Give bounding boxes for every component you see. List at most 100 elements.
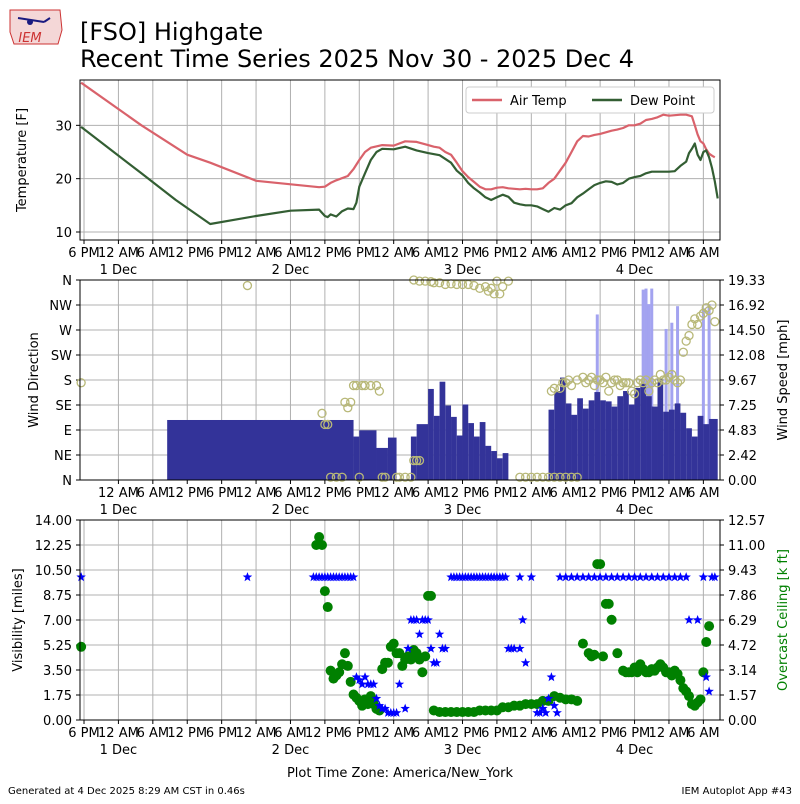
wind-direction-point <box>618 378 628 388</box>
wind-direction-point <box>374 386 385 396</box>
wind-direction-point <box>555 472 565 482</box>
ceiling-point <box>606 614 617 625</box>
wind-direction-point <box>678 347 688 357</box>
wind-direction-point <box>337 472 347 482</box>
wind-direction-point <box>366 380 376 391</box>
visibility-point <box>555 572 565 582</box>
wind-gust-bar <box>664 328 668 480</box>
wind-direction-point <box>698 308 709 318</box>
visibility-point <box>629 572 640 582</box>
x-tick-label: 6 AM <box>687 726 720 741</box>
wind-direction-point <box>498 282 508 292</box>
x-tick-label: 6 AM <box>137 726 170 741</box>
wind-direction-point <box>414 455 425 466</box>
wind-direction-tick-label: SW <box>51 349 72 364</box>
wind-direction-point <box>684 330 694 341</box>
x-date-label: 4 Dec <box>616 263 654 278</box>
ceiling-point <box>339 648 350 659</box>
x-tick-label: 12 AM <box>98 486 139 501</box>
wind-direction-point <box>489 289 499 299</box>
visibility-point <box>76 572 86 582</box>
visibility-point <box>578 572 588 582</box>
wind-speed-tick-label: 14.50 <box>728 324 765 339</box>
visibility-point <box>635 572 645 582</box>
ceiling-tick-label: 7.86 <box>728 589 757 604</box>
y-axis-label-right: Overcast Ceiling [k ft] <box>776 549 791 691</box>
visibility-tick-label: 5.25 <box>43 639 72 654</box>
visibility-point <box>371 693 382 703</box>
wind-direction-point <box>581 378 591 388</box>
x-tick-label: 12 AM <box>511 486 552 501</box>
x-tick-label: 12 PM <box>580 246 620 261</box>
wind-speed-bar <box>617 396 624 480</box>
wind-speed-bar <box>628 404 635 480</box>
ceiling-point <box>612 648 623 659</box>
x-date-label: 3 Dec <box>444 263 482 278</box>
wind-direction-point <box>629 389 640 399</box>
ceiling-point <box>598 651 609 662</box>
x-tick-label: 6 PM <box>619 726 650 741</box>
x-date-label: 3 Dec <box>444 743 482 758</box>
wind-speed-bar <box>611 406 618 480</box>
wind-direction-point <box>76 378 86 388</box>
wind-speed-bar <box>697 415 704 480</box>
x-tick-label: 6 AM <box>687 486 720 501</box>
y-tick-label: 20 <box>55 173 72 188</box>
wind-direction-point <box>469 280 479 291</box>
wind-direction-point <box>695 311 706 321</box>
x-tick-label: 6 AM <box>274 486 307 501</box>
wind-direction-point <box>414 276 425 286</box>
wind-direction-point <box>515 472 525 482</box>
wind-direction-point <box>558 378 568 388</box>
wind-direction-point <box>400 472 410 482</box>
wind-direction-point <box>609 375 620 385</box>
wind-speed-bar <box>376 447 388 480</box>
wind-direction-point <box>595 375 605 385</box>
wind-direction-point <box>346 397 356 407</box>
visibility-point <box>566 572 577 582</box>
wind-direction-point <box>566 472 577 482</box>
wind-direction-point <box>615 380 625 391</box>
legend-label-dew-point: Dew Point <box>630 94 695 109</box>
visibility-point <box>652 572 663 582</box>
wind-direction-point <box>520 472 531 482</box>
visibility-point <box>518 615 528 624</box>
visibility-point <box>704 686 714 696</box>
ceiling-point <box>394 648 405 659</box>
wind-speed-bar <box>709 418 718 480</box>
x-tick-label: 12 AM <box>373 246 414 261</box>
wind-direction-tick-label: S <box>64 374 72 389</box>
wind-direction-point <box>621 378 631 388</box>
wind-direction-tick-label: NW <box>49 299 72 314</box>
wind-speed-bar <box>554 391 560 480</box>
wind-direction-point <box>561 472 571 482</box>
wind-speed-bar <box>456 435 463 480</box>
visibility-point <box>394 679 405 689</box>
visibility-point <box>423 615 433 624</box>
wind-speed-tick-label: 12.08 <box>728 349 765 364</box>
x-tick-label: 12 AM <box>373 486 414 501</box>
x-tick-label: 6 AM <box>412 726 445 741</box>
wind-panel: N 0.00 NE 2.42 E 4.83 SE 7.25 S 9.67 SW 12.08 W 14.50… <box>27 274 791 518</box>
ceiling-point <box>76 641 87 652</box>
visibility-point <box>380 703 390 713</box>
wind-speed-bar <box>359 430 377 480</box>
y-tick-label: 30 <box>55 119 72 134</box>
legend-label-air-temp: Air Temp <box>510 94 567 109</box>
x-tick-label: 12 AM <box>236 726 277 741</box>
wind-speed-bar <box>577 398 583 480</box>
wind-speed-tick-label: 16.92 <box>728 299 765 314</box>
y-axis-label: Temperature [F] <box>15 108 30 213</box>
x-tick-label: 6 AM <box>549 246 582 261</box>
x-tick-label: 12 PM <box>167 246 207 261</box>
title-line-2: Recent Time Series 2025 Nov 30 - 2025 De… <box>80 45 634 73</box>
wind-speed-bar <box>623 391 629 480</box>
wind-direction-point <box>549 472 559 482</box>
visibility-point <box>242 572 253 582</box>
air-temp-line <box>80 81 716 191</box>
wind-speed-bar <box>439 381 446 480</box>
visibility-point <box>583 572 594 582</box>
visibility-point <box>681 572 691 582</box>
visibility-point <box>357 679 367 689</box>
